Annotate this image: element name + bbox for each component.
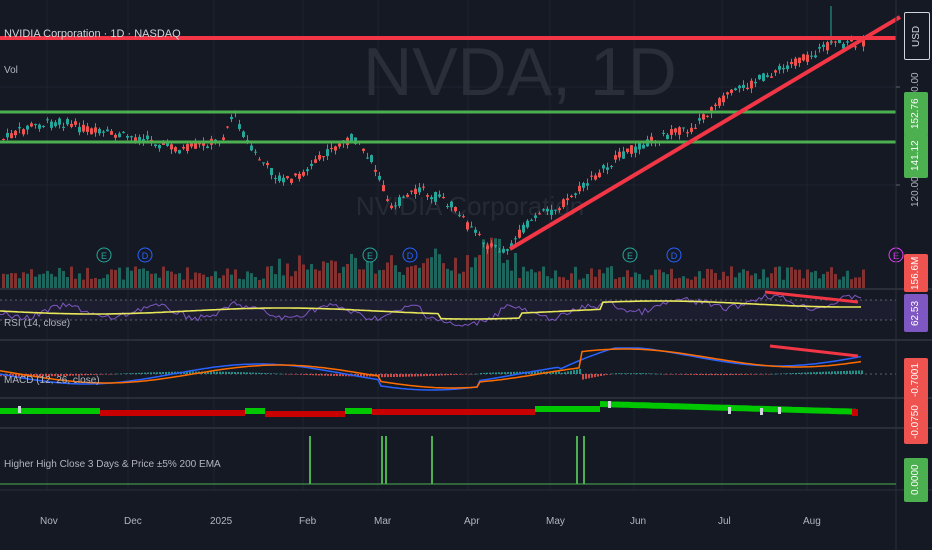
rsi-value-tag: 62.53 <box>904 294 928 332</box>
svg-text:E: E <box>367 251 373 261</box>
watermark-name: NVIDIA Corporation <box>356 191 584 221</box>
symbol-title[interactable]: NVIDIA Corporation · 1D · NASDAQ <box>4 28 181 40</box>
svg-text:D: D <box>407 251 414 261</box>
rsi-label[interactable]: RSI (14, close) <box>4 318 71 329</box>
macd-value-b-tag: -0.0750 <box>904 400 928 444</box>
time-label-aug: Aug <box>803 516 821 527</box>
rsi-divergence-line <box>764 290 859 304</box>
svg-text:E: E <box>627 251 633 261</box>
svg-text:D: D <box>671 251 678 261</box>
macd-value-a-tag: -0.7001 <box>904 358 928 402</box>
svg-text:D: D <box>142 251 149 261</box>
rsi-ma-line <box>0 300 862 320</box>
time-label-nov: Nov <box>40 516 58 527</box>
red-trendline[interactable] <box>508 15 902 251</box>
time-label-mar: Mar <box>374 516 392 527</box>
time-label-may: May <box>546 516 565 527</box>
macd-pane <box>0 344 896 391</box>
event-markers: EDEDEDE <box>96 247 904 263</box>
signal-bars <box>0 436 896 485</box>
time-label-2025: 2025 <box>210 516 233 527</box>
rsi-line <box>0 293 862 327</box>
volume-tag: 156.6M <box>904 254 928 292</box>
macd-signal-line <box>0 348 862 389</box>
time-label-dec: Dec <box>124 516 142 527</box>
price-tag-upper-green: 152.76 <box>904 92 928 136</box>
trend-ribbon <box>0 401 858 417</box>
currency-tag[interactable]: USD <box>904 12 930 60</box>
macd-divergence-line <box>769 344 859 358</box>
time-label-jun: Jun <box>630 516 647 527</box>
macd-line <box>0 347 862 391</box>
price-tick-120: 120.00 <box>910 176 921 208</box>
volume-label[interactable]: Vol <box>4 65 18 76</box>
time-label-apr: Apr <box>464 516 480 527</box>
rsi-pane <box>0 290 896 327</box>
signal-label[interactable]: Higher High Close 3 Days & Price ±5% 200… <box>4 459 221 470</box>
svg-text:E: E <box>101 251 107 261</box>
time-label-feb: Feb <box>299 516 317 527</box>
macd-label[interactable]: MACD (12, 26, close) <box>4 375 100 386</box>
signal-value-tag: 0.0000 <box>904 458 928 502</box>
watermark-symbol: NVDA, 1D <box>363 34 677 110</box>
volume-bars <box>2 237 865 288</box>
time-label-jul: Jul <box>718 516 731 527</box>
